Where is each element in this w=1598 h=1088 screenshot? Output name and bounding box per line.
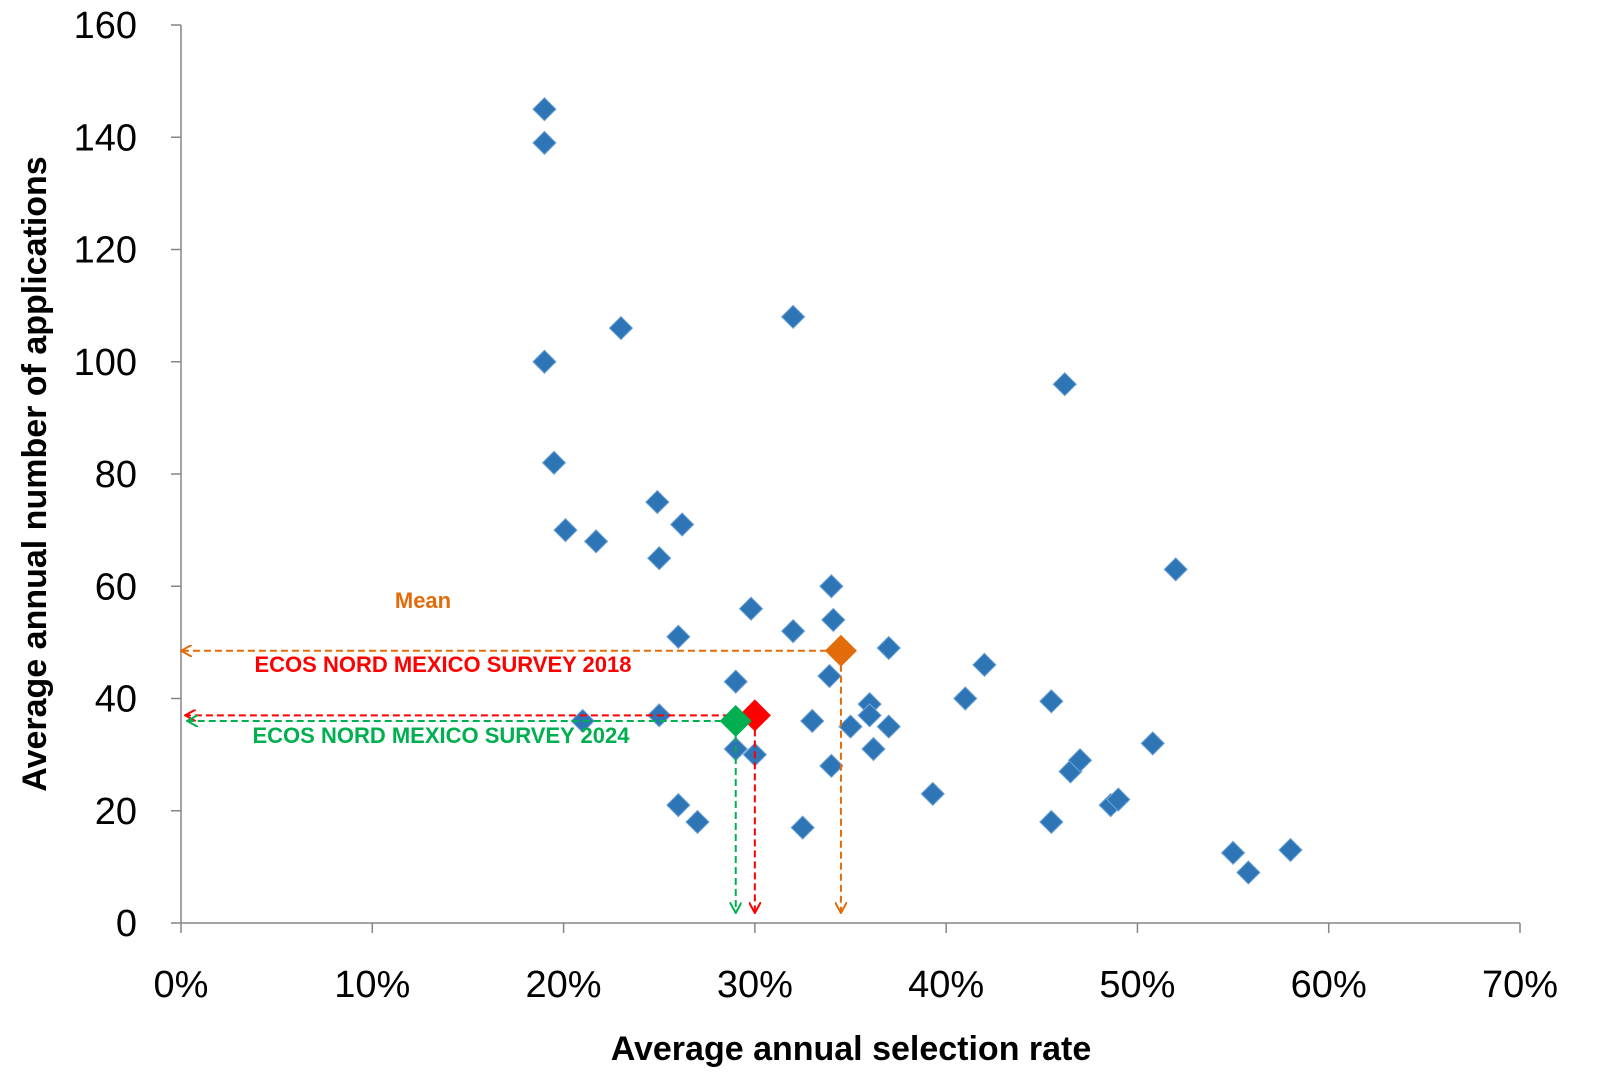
data-point bbox=[1067, 748, 1093, 773]
data-point bbox=[819, 753, 844, 779]
data-point bbox=[723, 669, 748, 694]
x-tick-label: 30% bbox=[717, 964, 793, 1006]
data-point bbox=[532, 96, 557, 122]
y-tick-label: 60 bbox=[95, 566, 137, 608]
x-tick-label: 40% bbox=[908, 964, 984, 1006]
y-tick-label: 140 bbox=[74, 117, 137, 159]
x-tick-label: 0% bbox=[154, 964, 209, 1006]
data-point bbox=[1220, 840, 1246, 866]
annotation-mean: Mean bbox=[395, 588, 451, 613]
y-tick-label: 20 bbox=[95, 791, 137, 833]
data-point bbox=[780, 618, 806, 644]
y-tick-label: 40 bbox=[95, 679, 137, 721]
x-tick-label: 10% bbox=[334, 964, 410, 1006]
data-point bbox=[1278, 837, 1303, 863]
x-axis-title: Average annual selection rate bbox=[611, 1030, 1092, 1068]
data-point bbox=[790, 815, 815, 840]
data-point bbox=[553, 517, 578, 543]
x-tick-label: 60% bbox=[1291, 964, 1367, 1006]
data-point bbox=[817, 663, 842, 689]
data-point bbox=[583, 529, 609, 554]
data-point bbox=[800, 708, 825, 734]
data-point bbox=[876, 714, 901, 739]
data-point bbox=[972, 652, 997, 678]
data-point bbox=[876, 635, 901, 661]
y-tick-label: 80 bbox=[95, 454, 137, 496]
data-point bbox=[608, 315, 634, 341]
annotation-survey-2018: ECOS NORD MEXICO SURVEY 2018 bbox=[255, 652, 632, 677]
data-point bbox=[1052, 371, 1077, 397]
data-point bbox=[666, 792, 691, 818]
data-point bbox=[570, 708, 595, 734]
x-tick-label: 20% bbox=[526, 964, 602, 1006]
data-point bbox=[669, 512, 695, 537]
data-point bbox=[532, 349, 557, 374]
data-point bbox=[1163, 557, 1188, 582]
data-point bbox=[1106, 787, 1131, 812]
data-point bbox=[541, 450, 567, 475]
highlight-point-mean bbox=[824, 634, 857, 667]
data-point bbox=[1140, 731, 1165, 756]
y-tick-label: 0 bbox=[116, 903, 137, 945]
highlight-guides bbox=[181, 651, 841, 913]
x-tick-label: 70% bbox=[1482, 964, 1558, 1006]
y-tick-label: 100 bbox=[74, 342, 137, 384]
data-point bbox=[647, 545, 672, 571]
y-tick-label: 160 bbox=[74, 5, 137, 47]
highlight-point-survey-2024 bbox=[719, 704, 752, 737]
data-point bbox=[857, 703, 882, 728]
data-point bbox=[666, 624, 691, 649]
y-axis-title: Average annual number of applications bbox=[16, 156, 54, 791]
data-point bbox=[861, 736, 886, 762]
data-point bbox=[1236, 860, 1261, 885]
y-tick-label: 120 bbox=[74, 230, 137, 272]
data-point bbox=[645, 489, 670, 515]
chart-labels: Average annual selection rate Average an… bbox=[16, 156, 1091, 1068]
data-point bbox=[1039, 689, 1064, 714]
data-point bbox=[685, 809, 710, 835]
data-point bbox=[532, 130, 557, 156]
data-point bbox=[953, 686, 978, 711]
axes: 0 20 40 60 80 100 120 140 160 0% 10% 20% 30% 40% 50% 60… bbox=[74, 5, 1558, 1006]
data-point bbox=[821, 607, 846, 633]
data-point bbox=[1039, 809, 1064, 835]
data-point bbox=[819, 574, 844, 599]
data-point bbox=[738, 596, 764, 621]
x-tick-label: 50% bbox=[1099, 964, 1175, 1006]
highlight-points bbox=[719, 634, 857, 737]
data-point bbox=[920, 781, 945, 807]
annotation-survey-2024: ECOS NORD MEXICO SURVEY 2024 bbox=[253, 723, 631, 748]
data-points bbox=[532, 96, 1303, 885]
data-point bbox=[838, 714, 863, 739]
data-point bbox=[780, 304, 806, 330]
